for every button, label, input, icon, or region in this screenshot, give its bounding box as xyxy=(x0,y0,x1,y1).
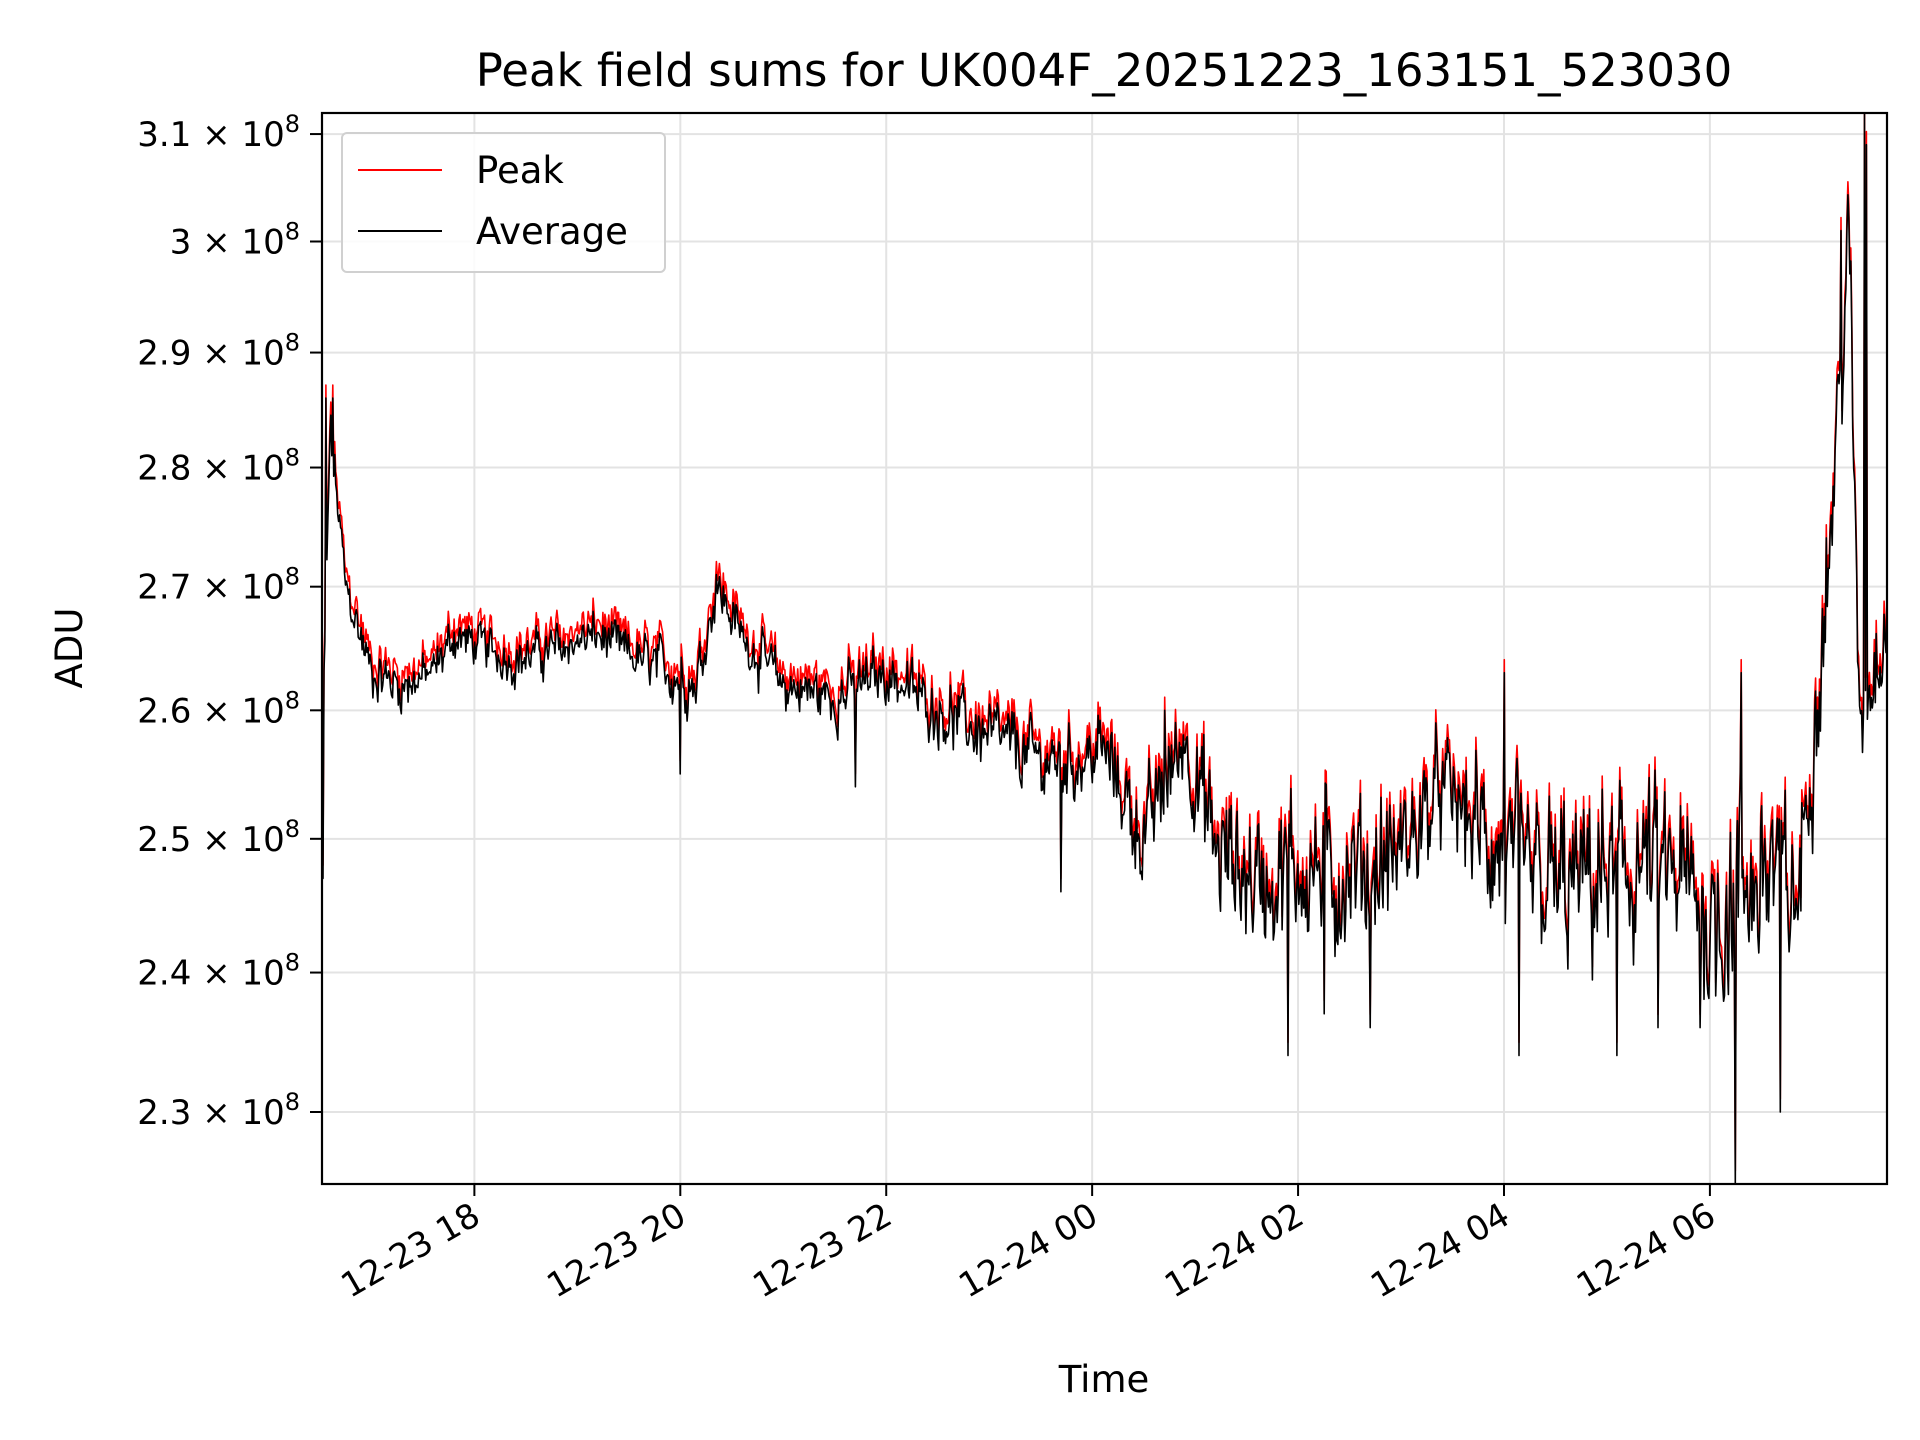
y-tick-label: 2.9 × 108 xyxy=(137,329,300,374)
legend-label-average: Average xyxy=(476,210,628,253)
y-tick-label: 2.4 × 108 xyxy=(137,949,300,994)
y-tick-label: 2.7 × 108 xyxy=(137,563,300,608)
chart-title: Peak field sums for UK004F_20251223_1631… xyxy=(476,44,1733,97)
y-tick-label: 2.3 × 108 xyxy=(137,1088,300,1133)
y-tick-label: 2.5 × 108 xyxy=(137,815,300,860)
y-tick-label: 2.8 × 108 xyxy=(137,444,300,489)
y-tick-label: 3 × 108 xyxy=(170,217,300,262)
series-line-average xyxy=(321,112,1888,1185)
y-tick-label: 2.6 × 108 xyxy=(137,686,300,731)
legend-box xyxy=(341,132,666,273)
series-layer xyxy=(321,112,1888,1185)
y-axis-title: ADU xyxy=(48,608,91,689)
y-axis: 2.3 × 108 2.4 × 108 2.5 × 108 2.6 × 108 2.7 … xyxy=(137,110,322,1133)
y-tick-label: 3.1 × 108 xyxy=(137,110,300,155)
legend-label-peak: Peak xyxy=(476,149,564,192)
legend: Peak Average xyxy=(341,132,666,273)
plot-frame xyxy=(320,111,1889,1186)
x-axis-title: Time xyxy=(1058,1358,1150,1401)
grid xyxy=(322,113,1887,1184)
